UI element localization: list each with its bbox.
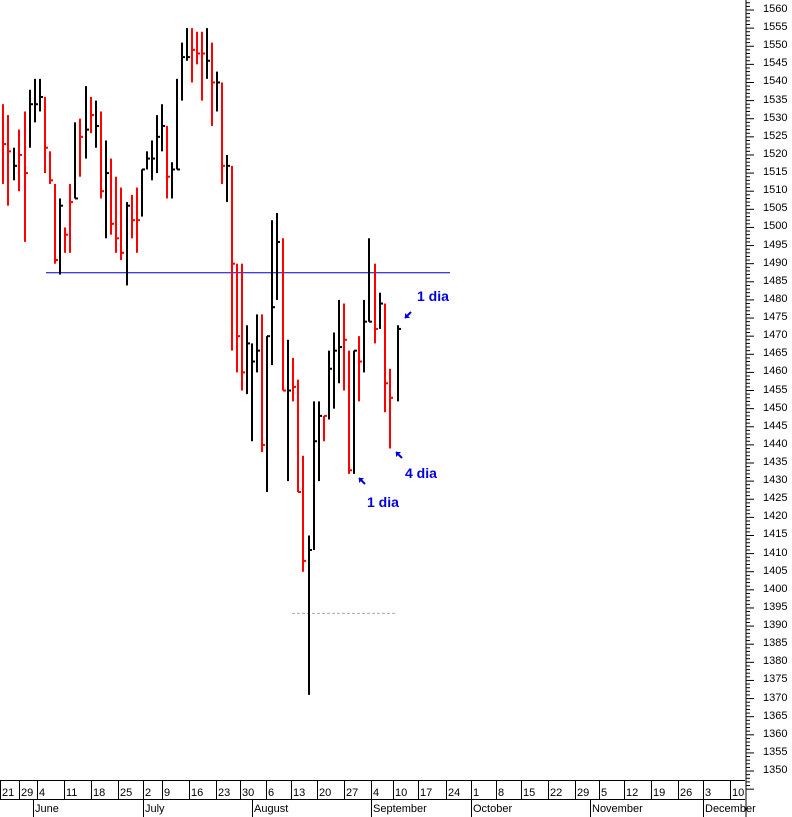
x-week-label: 10 <box>395 787 408 799</box>
annotation-4-dia: 4 dia <box>405 465 437 481</box>
x-week-label: 30 <box>242 787 255 799</box>
y-tick-label: 1385 <box>763 637 788 650</box>
x-week-label: 22 <box>550 787 563 799</box>
y-tick-label: 1485 <box>763 274 788 287</box>
y-tick-label: 1530 <box>763 111 788 124</box>
y-tick-label: 1435 <box>763 456 788 468</box>
y-tick-label: 1410 <box>763 546 788 559</box>
x-week-label: 20 <box>319 787 332 799</box>
y-tick-label: 1415 <box>763 528 788 541</box>
x-week-label: 5 <box>601 787 608 799</box>
x-week-label: 8 <box>498 787 505 799</box>
y-tick-label: 1455 <box>763 383 788 396</box>
x-week-label: 29 <box>21 787 34 799</box>
x-week-label: 23 <box>218 787 231 799</box>
x-month-label: November <box>592 803 643 815</box>
x-month-label: December <box>705 803 756 815</box>
x-week-label: 21 <box>2 787 15 799</box>
y-tick-label: 1375 <box>763 673 788 686</box>
y-tick-label: 1460 <box>763 365 788 378</box>
y-tick-label: 1360 <box>763 727 788 740</box>
x-week-label: 2 <box>145 787 152 799</box>
y-tick-label: 1390 <box>763 619 788 632</box>
y-tick-label: 1560 <box>763 3 788 15</box>
y-tick-label: 1365 <box>763 709 788 722</box>
x-week-label: 4 <box>373 787 380 799</box>
y-tick-label: 1500 <box>763 220 788 233</box>
y-tick-label: 1535 <box>763 93 788 106</box>
y-tick-label: 1480 <box>763 292 788 305</box>
y-tick-label: 1490 <box>763 256 788 269</box>
x-month-label: July <box>145 803 165 815</box>
y-tick-label: 1395 <box>763 600 788 613</box>
y-tick-label: 1520 <box>763 147 788 160</box>
y-tick-label: 1550 <box>763 39 788 52</box>
x-week-label: 26 <box>680 787 693 799</box>
y-tick-label: 1400 <box>763 582 788 595</box>
y-tick-label: 1515 <box>763 166 788 179</box>
y-tick-label: 1355 <box>763 745 788 758</box>
x-week-label: 6 <box>268 787 275 799</box>
y-tick-label: 1470 <box>763 329 788 342</box>
y-tick-label: 1440 <box>763 437 788 450</box>
x-week-label: 9 <box>164 787 171 799</box>
y-tick-label: 1555 <box>763 21 788 34</box>
x-axis: 21 29 4 11 18 25 2 9 16 23 30 6 13 20 27 4 10 17 24 1 8 15 22 2… <box>0 780 756 817</box>
y-tick-label: 1425 <box>763 492 788 505</box>
arrow-icon <box>396 452 401 457</box>
x-week-label: 19 <box>653 787 666 799</box>
arrow-icon <box>359 478 364 483</box>
x-week-label: 12 <box>626 787 639 799</box>
x-week-label: 27 <box>346 787 359 799</box>
y-tick-label: 1430 <box>763 474 788 487</box>
y-tick-label: 1380 <box>763 655 788 668</box>
y-tick-label: 1405 <box>763 564 788 577</box>
x-week-label: 4 <box>39 787 46 799</box>
x-week-label: 24 <box>448 787 461 799</box>
y-tick-label: 1450 <box>763 401 788 414</box>
x-month-label: June <box>35 803 59 815</box>
x-week-label: 17 <box>420 787 433 799</box>
y-tick-label: 1495 <box>763 238 788 251</box>
y-tick-label: 1370 <box>763 691 788 704</box>
x-week-label: 3 <box>705 787 712 799</box>
y-tick-label: 1525 <box>763 129 788 142</box>
y-tick-label: 1350 <box>763 764 788 777</box>
x-week-label: 10 <box>732 787 745 799</box>
y-tick-label: 1505 <box>763 202 788 215</box>
price-chart-plot-area: 1 dia 4 dia 1 dia <box>2 28 450 695</box>
y-tick-label: 1540 <box>763 75 788 88</box>
x-month-label: September <box>373 803 427 815</box>
x-month-label: October <box>473 803 513 815</box>
x-week-label: 11 <box>66 787 78 799</box>
y-axis: 1560 1555 1550 1545 1540 1535 1530 1525 1520 1515… <box>745 0 792 817</box>
x-week-label: 25 <box>120 787 133 799</box>
annotation-1-dia-lower: 1 dia <box>367 494 399 510</box>
y-tick-label: 1510 <box>763 184 788 197</box>
annotation-1-dia-upper: 1 dia <box>417 288 449 304</box>
x-week-label: 29 <box>577 787 590 799</box>
x-week-label: 16 <box>191 787 204 799</box>
y-tick-label: 1545 <box>763 57 788 70</box>
ohlc-bars <box>2 28 450 695</box>
y-tick-label: 1420 <box>763 510 788 523</box>
x-week-label: 13 <box>293 787 306 799</box>
x-month-label: August <box>254 803 289 815</box>
y-tick-label: 1465 <box>763 347 788 360</box>
y-tick-label: 1475 <box>763 311 788 324</box>
x-week-label: 1 <box>473 787 480 799</box>
x-week-label: 15 <box>523 787 536 799</box>
arrow-icon <box>405 313 410 318</box>
y-tick-label: 1445 <box>763 419 788 432</box>
x-week-label: 18 <box>93 787 106 799</box>
